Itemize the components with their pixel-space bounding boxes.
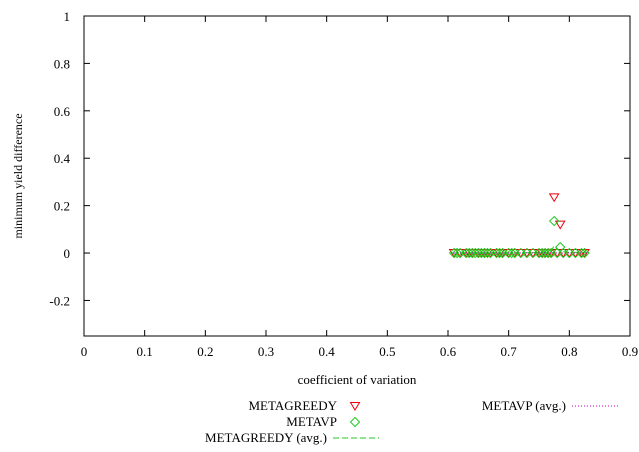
data-point — [451, 247, 463, 259]
x-axis-label: coefficient of variation — [298, 372, 417, 387]
data-point — [506, 247, 517, 259]
data-point — [554, 220, 566, 230]
series-layer — [448, 193, 590, 259]
legend-item: METAGREEDY (avg.) — [205, 430, 379, 445]
plot-frame — [83, 15, 631, 337]
x-axis: 0 0.1 0.2 0.3 0.4 0.5 0.6 0.7 0.8 0.9 — [81, 16, 638, 359]
data-point — [576, 247, 587, 259]
legend-item: METAGREEDY — [248, 398, 361, 413]
y-tick-label: 0.4 — [54, 151, 71, 166]
x-tick-label: 0.8 — [561, 344, 577, 359]
y-axis: -0.2 0 0.2 0.4 0.6 0.8 1 — [49, 9, 630, 308]
legend-label: METAGREEDY — [248, 398, 337, 413]
legend-marker — [349, 416, 361, 428]
x-tick-label: 0.4 — [319, 344, 336, 359]
legend-item: METAVP (avg.) — [482, 398, 618, 413]
data-point — [548, 215, 560, 227]
y-tick-label: 0 — [64, 246, 71, 261]
legend-label: METAVP (avg.) — [482, 398, 566, 413]
x-tick-label: 0.2 — [197, 344, 213, 359]
x-tick-label: 0 — [81, 344, 88, 359]
data-point — [482, 247, 493, 259]
series-metavp — [448, 215, 590, 259]
x-tick-label: 0.5 — [379, 344, 395, 359]
data-point — [494, 247, 505, 259]
x-tick-label: 0.1 — [137, 344, 153, 359]
x-tick-label: 0.6 — [440, 344, 457, 359]
series-metagreedy-avg — [451, 245, 588, 254]
y-tick-label: 0.8 — [54, 56, 70, 71]
data-point — [548, 193, 560, 203]
y-tick-label: 0.6 — [54, 104, 71, 119]
y-axis-label: minimum yield difference — [11, 113, 25, 238]
data-point — [570, 249, 581, 259]
x-tick-label: 0.3 — [258, 344, 274, 359]
y-tick-label: 1 — [64, 9, 71, 24]
data-point — [563, 249, 575, 259]
x-tick-label: 0.9 — [622, 344, 638, 359]
y-tick-label: -0.2 — [49, 293, 70, 308]
legend-marker — [349, 402, 361, 411]
x-tick-label: 0.7 — [501, 344, 518, 359]
legend-item: METAVP — [286, 414, 361, 429]
legend-label: METAVP — [286, 414, 337, 429]
series-line — [451, 245, 588, 254]
data-point — [579, 247, 590, 259]
y-tick-label: 0.2 — [54, 199, 70, 214]
legend-label: METAGREEDY (avg.) — [205, 430, 327, 445]
series-metagreedy — [448, 193, 590, 259]
